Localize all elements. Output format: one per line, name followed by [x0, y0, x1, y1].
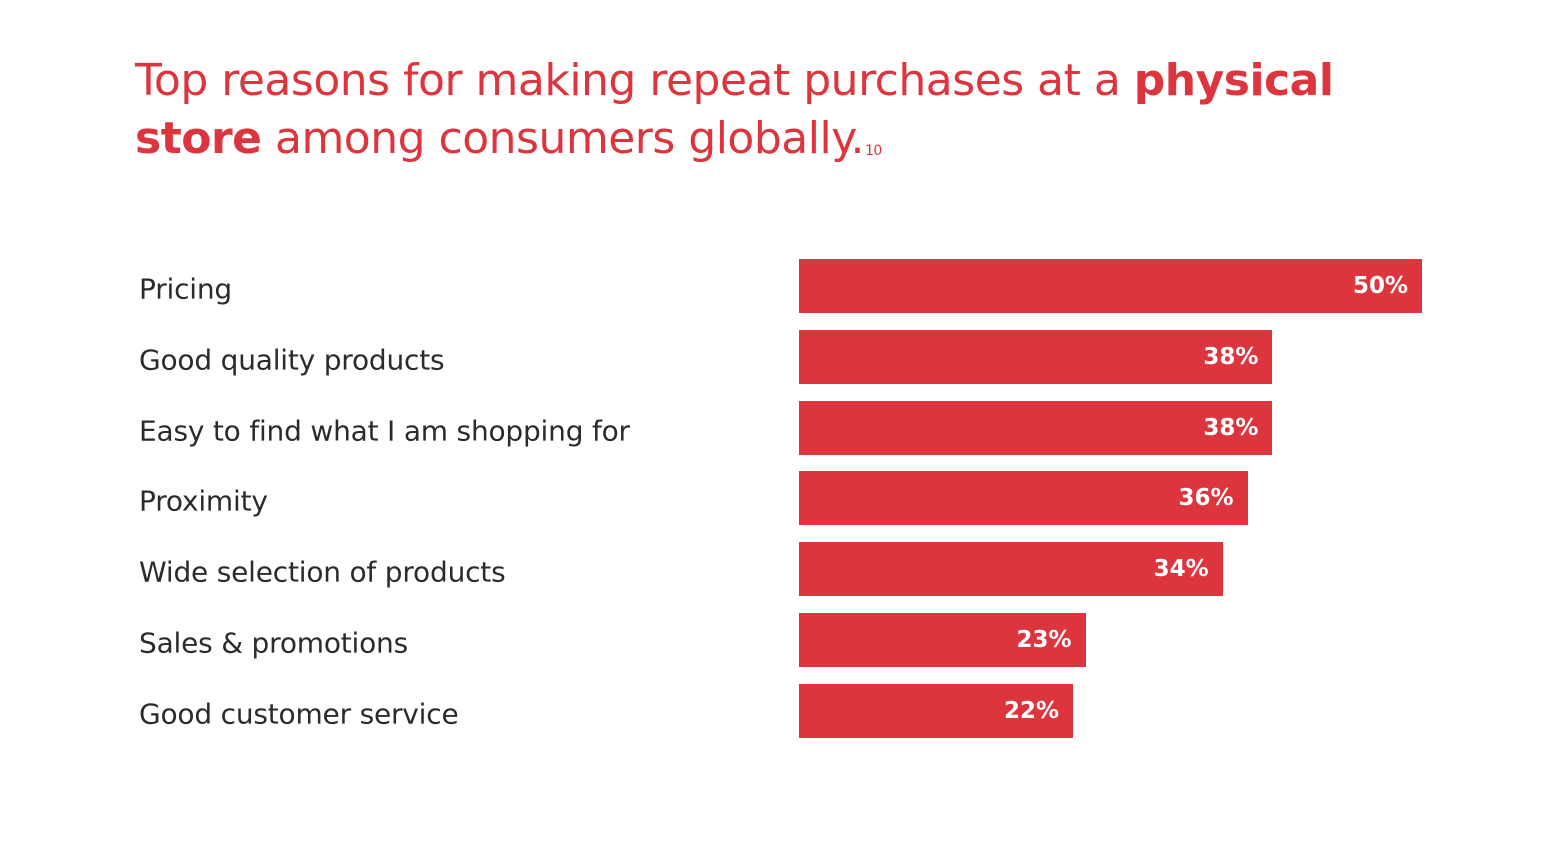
- category-label: Proximity: [139, 484, 268, 518]
- title-footnote: 10: [864, 143, 882, 159]
- title-part-1: Top reasons for making repeat purchases …: [135, 55, 1134, 106]
- bar: [799, 329, 1273, 384]
- bar-value-label: 38%: [1203, 343, 1259, 370]
- bar: [799, 471, 1248, 526]
- category-label: Sales & promotions: [139, 626, 408, 660]
- bar-value-label: 34%: [1153, 556, 1209, 583]
- title-bold-part: physical store: [135, 55, 1334, 164]
- category-label: Wide selection of products: [139, 555, 506, 589]
- bar: [799, 400, 1273, 455]
- bar-value-label: 38%: [1203, 414, 1259, 441]
- bar: [799, 613, 1086, 667]
- bar-value-label: 36%: [1178, 485, 1234, 512]
- bar: [799, 259, 1422, 313]
- category-label: Pricing: [139, 272, 232, 306]
- bar: [799, 542, 1223, 597]
- bar-value-label: 22%: [1004, 697, 1060, 724]
- bar-value-label: 23%: [1016, 627, 1072, 653]
- category-label: Easy to find what I am shopping for: [139, 414, 630, 448]
- category-label: Good customer service: [139, 697, 459, 731]
- bar-value-label: 50%: [1352, 273, 1408, 299]
- title-part-2: among consumers globally.: [261, 113, 864, 164]
- bar: [799, 683, 1074, 738]
- chart-title: Top reasons for making repeat purchases …: [135, 52, 1435, 168]
- category-label: Good quality products: [139, 343, 445, 377]
